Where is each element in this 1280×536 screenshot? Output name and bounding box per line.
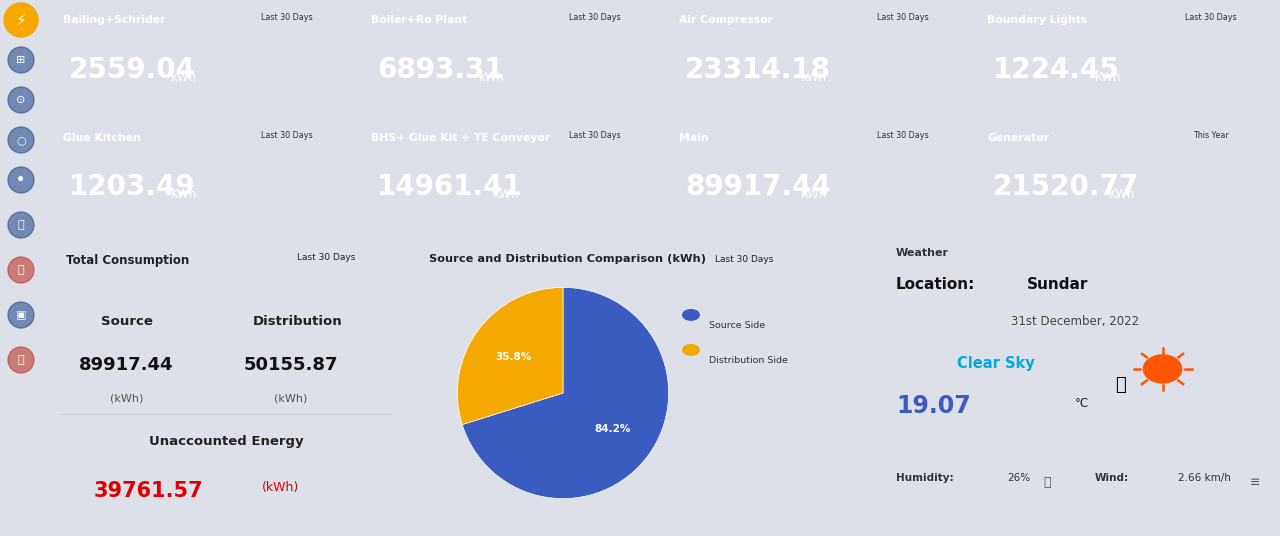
Text: 26%: 26% [1007, 473, 1030, 482]
Text: KWh: KWh [170, 188, 197, 201]
Text: 👤: 👤 [18, 355, 24, 365]
Text: 〜: 〜 [1043, 475, 1051, 488]
Circle shape [8, 257, 35, 283]
Wedge shape [462, 287, 668, 498]
Text: kWh: kWh [479, 71, 504, 84]
Text: 35.8%: 35.8% [495, 352, 531, 362]
Text: Generator: Generator [987, 133, 1050, 143]
Text: Glue Kitchen: Glue Kitchen [63, 133, 141, 143]
Text: Distribution Side: Distribution Side [709, 356, 788, 365]
Text: 6893.31: 6893.31 [378, 56, 504, 84]
Text: 2.66 km/h: 2.66 km/h [1179, 473, 1231, 482]
Text: kWh: kWh [801, 71, 827, 84]
Circle shape [8, 127, 35, 153]
Text: Source: Source [101, 315, 152, 328]
Text: 1203.49: 1203.49 [69, 173, 196, 201]
Text: 1224.45: 1224.45 [993, 56, 1120, 84]
Text: Distribution: Distribution [253, 315, 343, 328]
Text: 📊: 📊 [18, 265, 24, 275]
Text: ≡: ≡ [1251, 475, 1261, 488]
Text: 2559.04: 2559.04 [69, 56, 196, 84]
Text: Humidity:: Humidity: [896, 473, 954, 482]
Text: 50155.87: 50155.87 [243, 356, 338, 374]
Text: 👥: 👥 [18, 220, 24, 230]
Text: Clear Sky: Clear Sky [956, 356, 1034, 371]
Text: (kWh): (kWh) [110, 394, 143, 404]
Text: Main: Main [680, 133, 709, 143]
Text: (kWh): (kWh) [274, 394, 307, 404]
Text: Unaccounted Energy: Unaccounted Energy [150, 435, 303, 448]
Text: ▣: ▣ [15, 310, 27, 320]
Circle shape [682, 310, 699, 320]
Text: °C: °C [1075, 397, 1089, 410]
Text: 39761.57: 39761.57 [93, 481, 202, 501]
Text: Location:: Location: [896, 277, 975, 292]
Text: 21520.77: 21520.77 [993, 173, 1139, 201]
Text: 89917.44: 89917.44 [685, 173, 831, 201]
Text: ⊞: ⊞ [17, 55, 26, 65]
Circle shape [4, 3, 38, 37]
Text: Weather: Weather [896, 248, 948, 258]
Text: KWh: KWh [493, 188, 520, 201]
Text: KWh: KWh [1108, 188, 1135, 201]
Text: Bailing+Schrider: Bailing+Schrider [63, 15, 165, 25]
Text: BHS+ Glue Kit + TE Conveyor: BHS+ Glue Kit + TE Conveyor [371, 133, 550, 143]
Circle shape [8, 167, 35, 193]
Text: 14961.41: 14961.41 [378, 173, 524, 201]
Text: Boiler+Ro Plant: Boiler+Ro Plant [371, 15, 467, 25]
Text: (kWh): (kWh) [261, 481, 298, 494]
Circle shape [682, 345, 699, 355]
Text: 89917.44: 89917.44 [79, 356, 174, 374]
Text: KWh: KWh [801, 188, 827, 201]
Text: Total Consumption: Total Consumption [65, 254, 189, 266]
Circle shape [8, 212, 35, 238]
Text: ⊙: ⊙ [17, 95, 26, 105]
Circle shape [8, 302, 35, 328]
Circle shape [8, 87, 35, 113]
Wedge shape [457, 287, 563, 425]
Text: ⚫: ⚫ [17, 175, 26, 185]
Text: 19.07: 19.07 [896, 394, 970, 418]
Text: 🌡: 🌡 [1115, 376, 1125, 394]
Circle shape [8, 47, 35, 73]
Text: ⚡: ⚡ [15, 12, 27, 27]
Circle shape [1143, 355, 1181, 383]
Text: Wind:: Wind: [1094, 473, 1129, 482]
Text: Boundary Lights: Boundary Lights [987, 15, 1087, 25]
Text: Sundar: Sundar [1028, 277, 1088, 292]
Text: kWh: kWh [170, 71, 197, 84]
Text: ○: ○ [17, 135, 26, 145]
Text: Source and Distribution Comparison (kWh): Source and Distribution Comparison (kWh) [429, 254, 707, 264]
Text: Air Compressor: Air Compressor [680, 15, 773, 25]
Text: 84.2%: 84.2% [594, 425, 631, 434]
Circle shape [8, 347, 35, 373]
Text: Source Side: Source Side [709, 321, 765, 330]
Text: 31st December, 2022: 31st December, 2022 [1011, 315, 1139, 328]
Text: KWh: KWh [1094, 71, 1121, 84]
Text: 23314.18: 23314.18 [685, 56, 831, 84]
